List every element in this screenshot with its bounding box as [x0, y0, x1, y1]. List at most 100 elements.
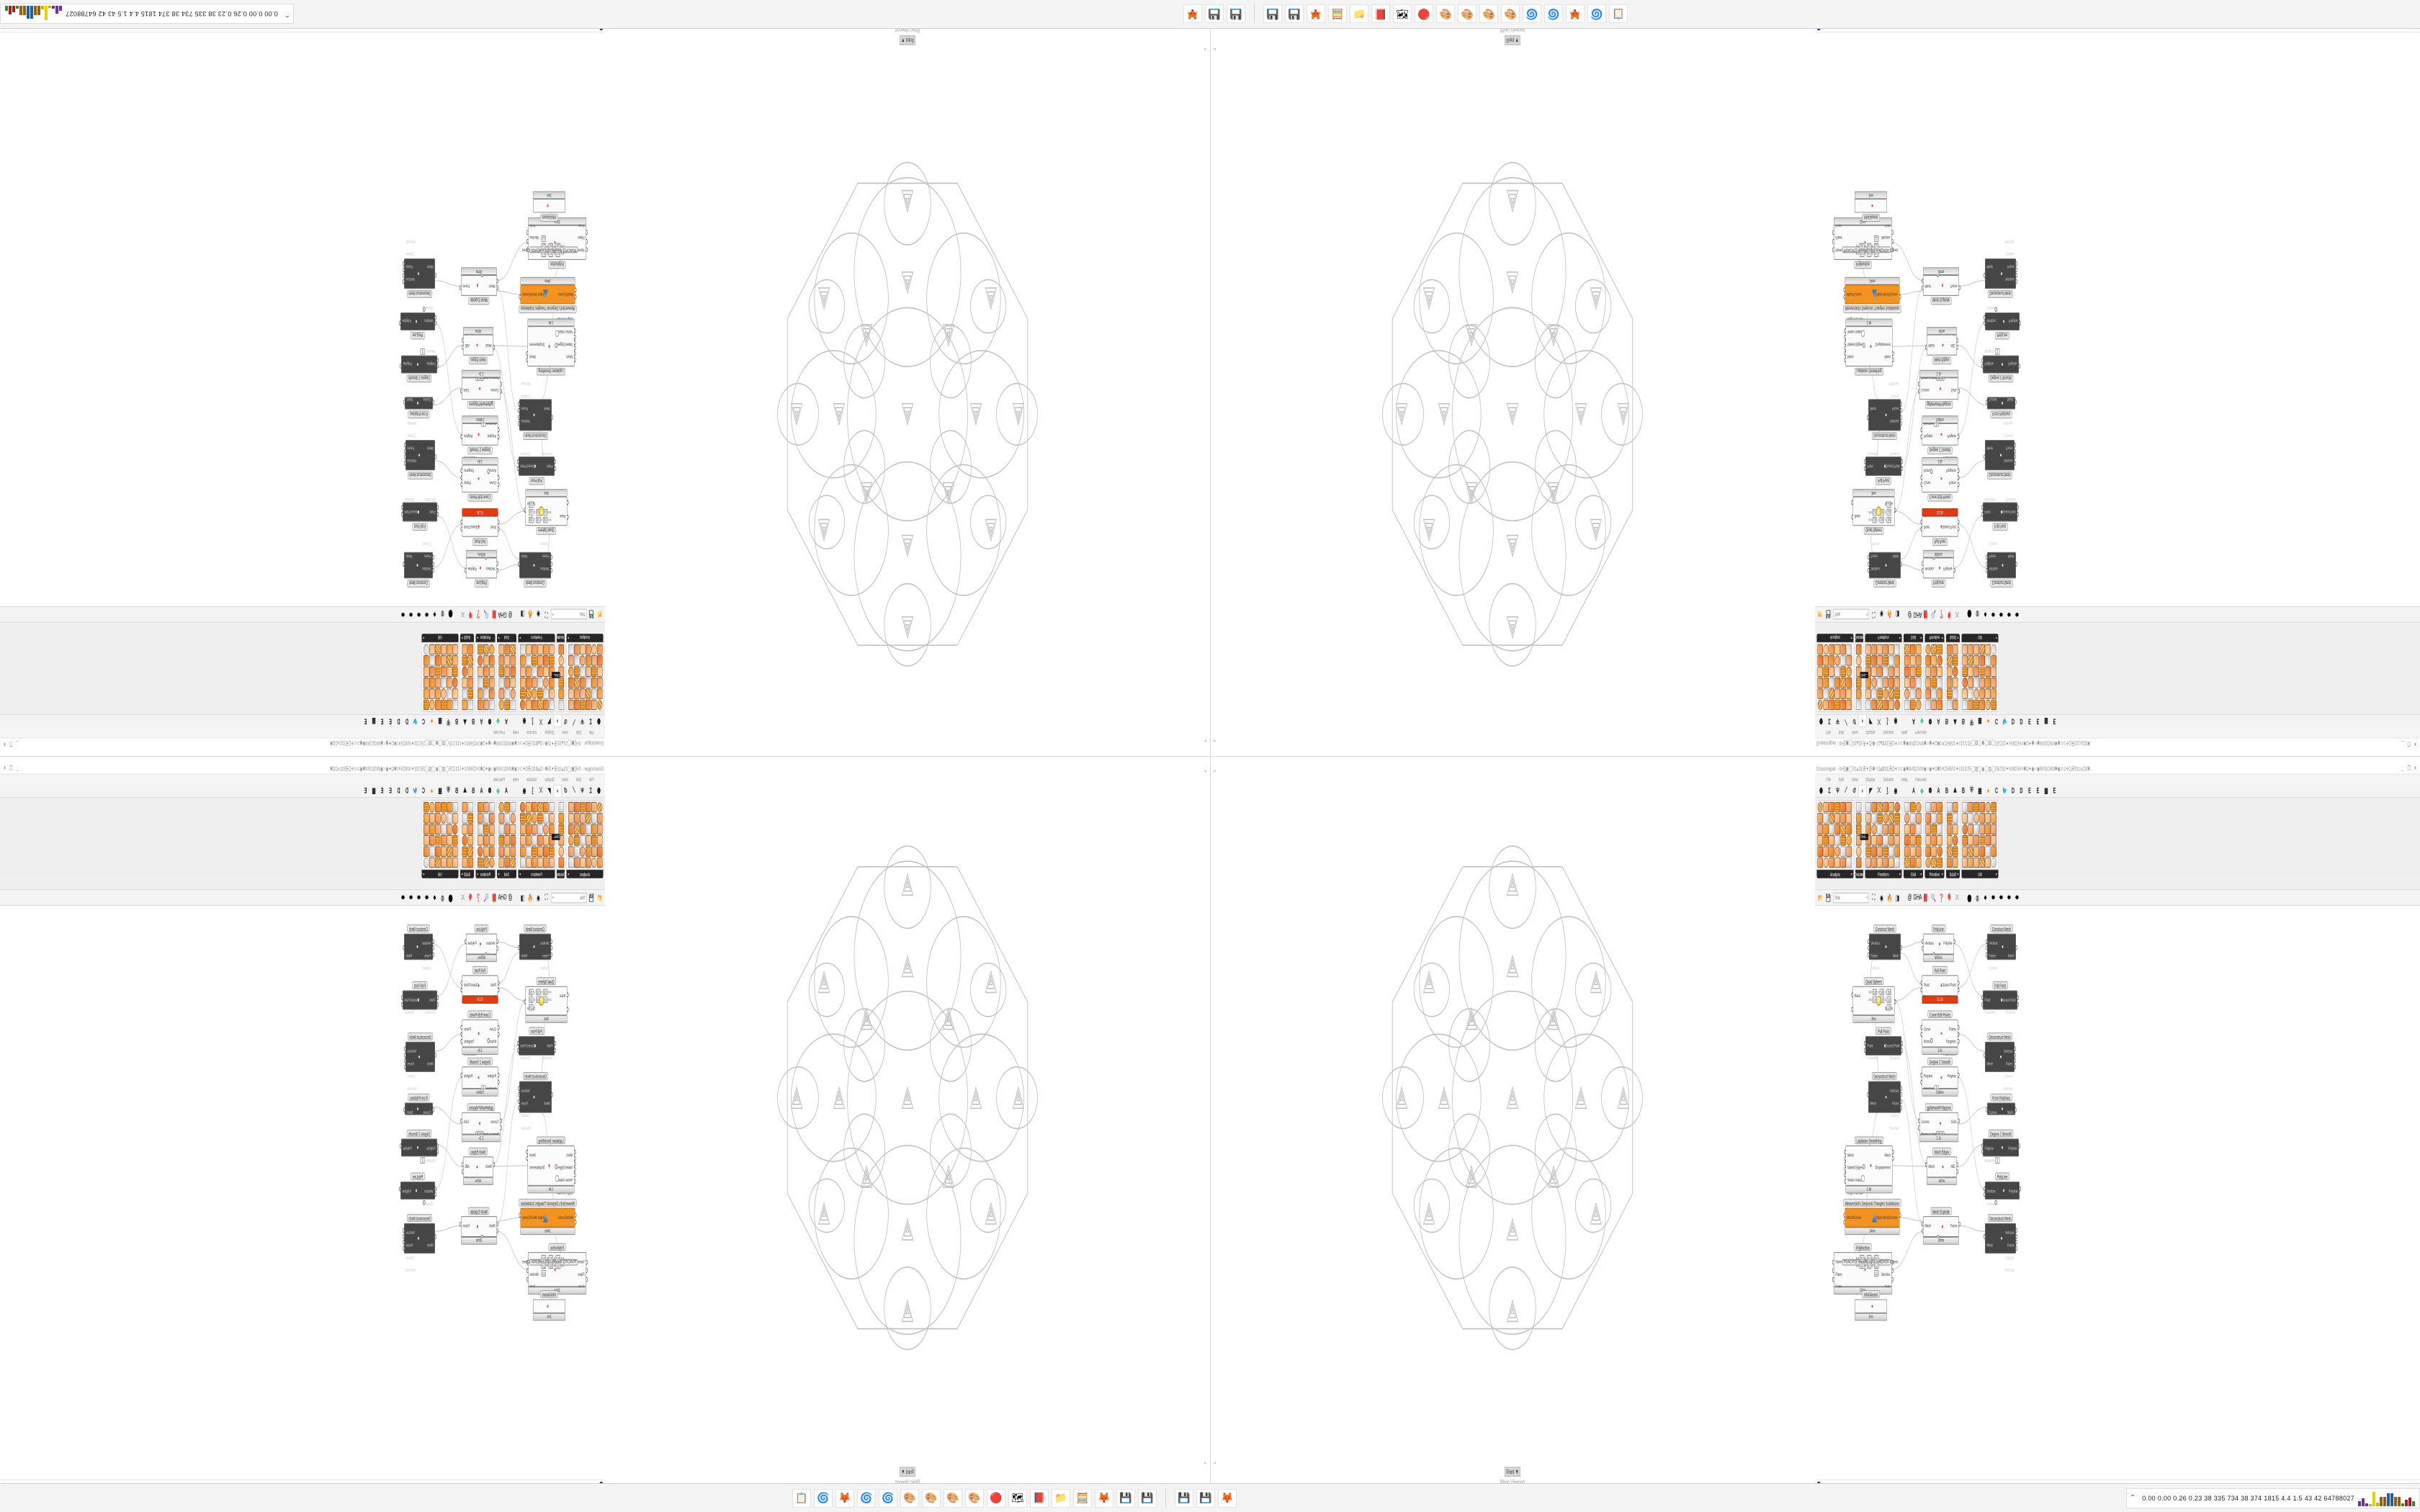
palette-icon[interactable]	[1973, 813, 1979, 824]
palette-icon[interactable]	[520, 644, 526, 655]
palette-icon[interactable]	[447, 644, 452, 655]
node-body[interactable]: Point Closest Point Geometry Distance	[1981, 497, 2019, 522]
folder-icon[interactable]: 📁	[1350, 4, 1368, 24]
scale-field[interactable]: 1.0	[528, 1004, 534, 1011]
gh-node-n14[interactable]: Mesh EdgesMeshAllENakedE42ms	[1925, 327, 1958, 365]
palette-icon[interactable]	[1953, 813, 1958, 824]
gh-node-n3[interactable]: Pull Point Point Closest Point Geometry Dist…	[1864, 1027, 1903, 1061]
input-nub[interactable]	[434, 320, 436, 326]
calculator-icon[interactable]: 🧮	[1073, 1488, 1092, 1508]
output-nub[interactable]	[518, 1099, 520, 1104]
palette-expand-arrow[interactable]: ▾	[423, 872, 425, 877]
gh-node-n4[interactable]: Deconstruct Mesh Vertices Mesh Faces Colours…	[1867, 381, 1902, 440]
preview-blue-icon[interactable]: ⬬	[401, 611, 405, 619]
palette-icon[interactable]	[1888, 677, 1894, 688]
plane-y-field[interactable]: 0.0	[1866, 1255, 1872, 1261]
search-icon[interactable]: 🔍	[484, 894, 489, 902]
input-port-label[interactable]: Closed	[1986, 1201, 1995, 1207]
palette-icon[interactable]	[1910, 655, 1916, 666]
open-file-icon[interactable]: 📂	[597, 894, 602, 902]
input-port-label[interactable]: Curve	[489, 480, 496, 485]
node-body[interactable]: VerticesPolylineClosed600ms	[1922, 549, 1955, 579]
gh-node-n20[interactable]: Degree 2 Smooth Polyline Polyline Iteration…	[1981, 1129, 2020, 1164]
paint2-icon[interactable]: 🎨	[1479, 4, 1498, 24]
palette-icon[interactable]	[1991, 835, 1996, 846]
palette-icon[interactable]	[1888, 666, 1894, 677]
viewport-view-selector[interactable]: Front ▼	[1505, 35, 1520, 45]
palette-icon[interactable]	[574, 644, 580, 655]
palette-icon[interactable]	[1877, 835, 1883, 846]
input-nub[interactable]	[1832, 1268, 1834, 1274]
palette-icon[interactable]	[1904, 644, 1910, 655]
palette-icon[interactable]	[526, 857, 532, 868]
plugin-grid-icon[interactable]: ▦	[1978, 716, 1982, 726]
input-nub[interactable]	[1868, 555, 1870, 560]
output-nub[interactable]	[460, 1072, 462, 1078]
palette-icon[interactable]	[1846, 677, 1852, 688]
palette-icon[interactable]	[1834, 677, 1840, 688]
plugin-leaf-icon[interactable]: ◆	[1920, 786, 1924, 796]
palette-icon[interactable]	[435, 666, 441, 677]
gh-node-n15[interactable]: Mesh ExplodeMeshFacesInterpolate30ms	[1922, 1207, 1960, 1245]
palette-icon[interactable]	[1962, 801, 1968, 813]
input-nub[interactable]	[1843, 294, 1845, 300]
palette-icon[interactable]	[1871, 677, 1877, 688]
input-nub[interactable]	[1844, 1172, 1846, 1178]
palette-icon[interactable]	[1823, 644, 1829, 655]
palette-icon[interactable]	[441, 846, 447, 857]
output-nub[interactable]	[1891, 1268, 1894, 1274]
bake-flame-icon[interactable]: 🔥	[1887, 894, 1892, 902]
preview-blue-icon[interactable]: ⬬	[2015, 611, 2019, 619]
palette-icon[interactable]	[1953, 824, 1958, 835]
palette-icon[interactable]	[558, 655, 564, 666]
params-icon[interactable]: ⬣	[1819, 786, 1823, 796]
plugin-e-icon[interactable]: E	[2028, 786, 2031, 795]
palette-icon[interactable]	[1973, 801, 1979, 813]
palette-icon[interactable]	[580, 688, 586, 699]
mesh-icon[interactable]: ◤	[1869, 786, 1873, 796]
palette-icon[interactable]	[441, 666, 447, 677]
palette-icon[interactable]	[549, 677, 555, 688]
input-nub[interactable]	[500, 1118, 502, 1123]
input-nub[interactable]	[550, 562, 552, 567]
palette-icon[interactable]	[586, 677, 591, 688]
palette-icon[interactable]	[543, 824, 549, 835]
plane-z-field[interactable]: 0.0	[1873, 251, 1879, 257]
palette-icon[interactable]	[489, 857, 495, 868]
input-nub[interactable]	[550, 568, 552, 574]
menu-item-view[interactable]: View	[562, 729, 569, 737]
palette-icon[interactable]	[483, 857, 489, 868]
plane-z-field[interactable]: 1.0	[541, 1262, 547, 1269]
output-nub[interactable]	[404, 454, 406, 460]
scale-field[interactable]: 1.0	[541, 235, 547, 242]
input-nub[interactable]	[1986, 938, 1988, 944]
palette-expand-arrow[interactable]: ▾	[1941, 872, 1943, 877]
zoom-extents-icon[interactable]: ⛶	[544, 611, 548, 619]
input-nub[interactable]	[1843, 287, 1845, 293]
menu-item-pancake[interactable]: Pancake	[1915, 729, 1927, 737]
palette-icon[interactable]	[1846, 813, 1852, 824]
gh-node-n12[interactable]: Degree 2 SmoothPolylinePolylineIteration…	[1920, 415, 1960, 455]
palette-icon[interactable]	[462, 677, 467, 688]
palette-icon[interactable]	[574, 666, 580, 677]
palette-icon[interactable]	[504, 677, 510, 688]
palette-icon[interactable]	[543, 677, 549, 688]
node-body[interactable]: Vertices Mesh Faces Colours Normals	[404, 1041, 436, 1092]
input-nub[interactable]	[1920, 427, 1922, 433]
output-nub[interactable]	[403, 1107, 405, 1112]
palette-icon[interactable]	[1937, 835, 1942, 846]
node-body[interactable]: Vertices Mesh Faces Colours Normals	[518, 381, 553, 431]
palette-icon[interactable]	[1817, 813, 1823, 824]
output-nub[interactable]	[1899, 1212, 1901, 1218]
input-port-label[interactable]: Mesh	[426, 445, 434, 451]
palette-icon[interactable]	[1979, 835, 1985, 846]
palette-icon[interactable]	[1937, 699, 1942, 711]
input-port-label[interactable]: Mesh	[1986, 264, 1994, 269]
palette-label-freeform[interactable]: Freeform ▾	[518, 634, 555, 642]
save-green-icon[interactable]: 💾	[1263, 4, 1282, 24]
input-port-label[interactable]: Colours	[1870, 541, 1880, 546]
